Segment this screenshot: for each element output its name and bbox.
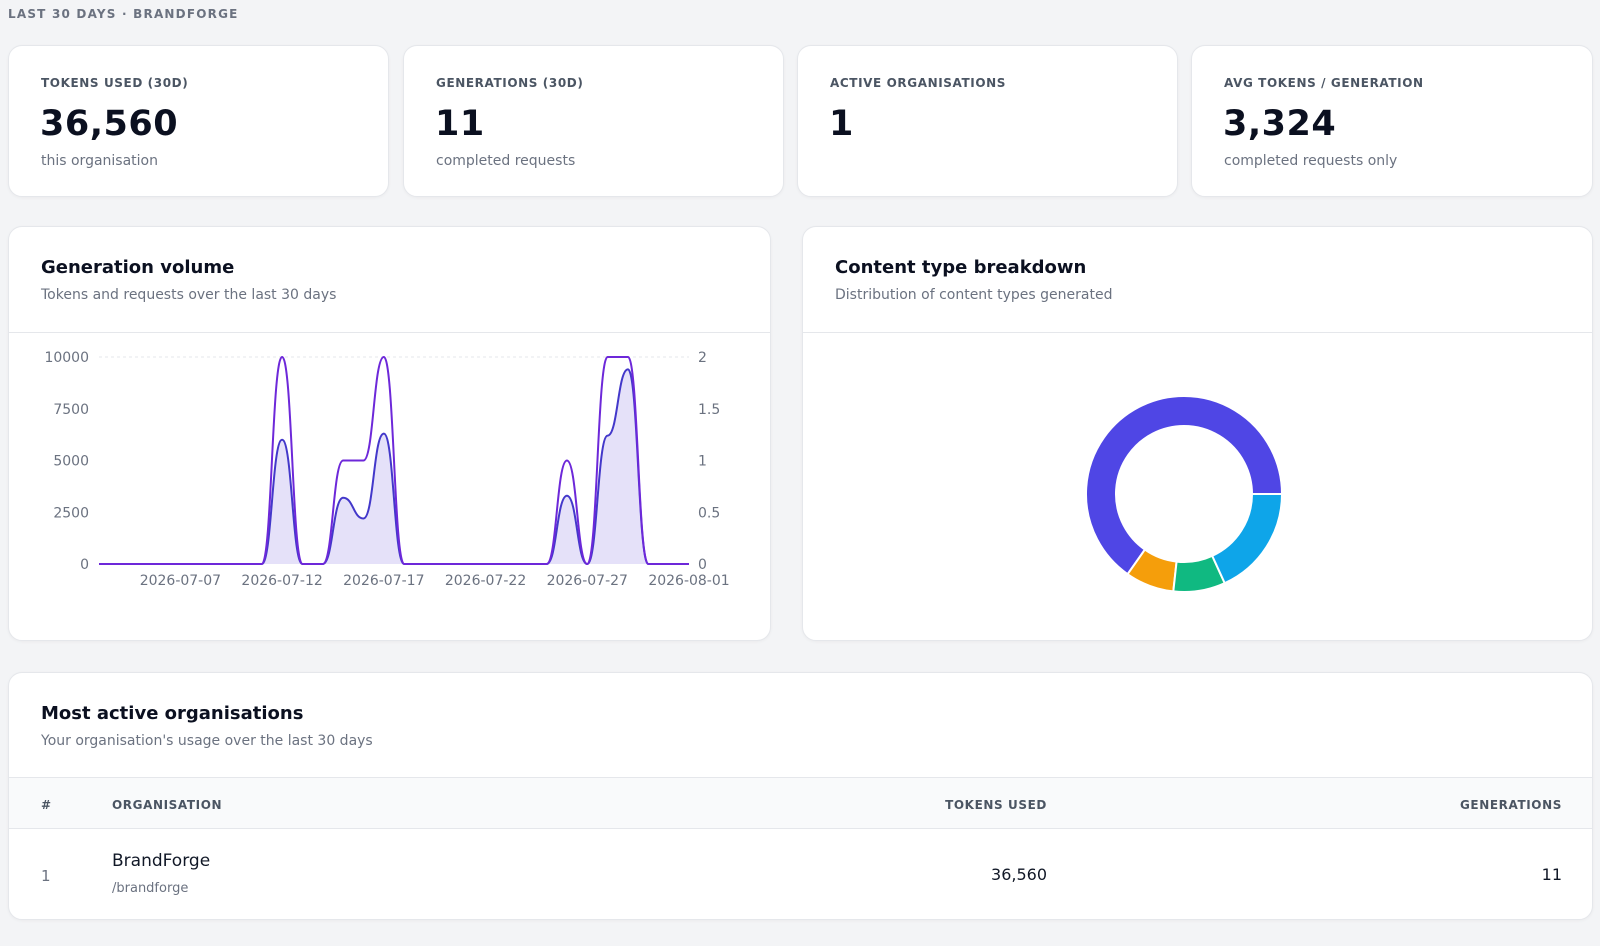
stat-value: 36,560 — [40, 104, 179, 144]
y-tick-right: 1 — [698, 454, 707, 470]
panel-subtitle: Your organisation's usage over the last … — [41, 733, 373, 749]
panel-title: Content type breakdown — [835, 257, 1087, 278]
stat-label: GENERATIONS (30D) — [436, 76, 584, 90]
row-generations: 11 — [1541, 865, 1562, 884]
org-name[interactable]: BrandForge — [112, 851, 211, 871]
stat-label: TOKENS USED (30D) — [41, 76, 189, 90]
generation-volume-chart[interactable]: 0 2500 5000 7500 10000 0 0.5 1 1.5 2 2026-07-07 202… — [9, 337, 772, 637]
x-tick: 2026-08-01 — [648, 573, 729, 589]
y-tick-right: 1.5 — [698, 402, 720, 418]
x-tick: 2026-07-07 — [140, 573, 221, 589]
divider — [9, 332, 770, 333]
x-tick: 2026-07-17 — [343, 573, 424, 589]
panel-title: Generation volume — [41, 257, 235, 278]
x-tick: 2026-07-12 — [241, 573, 322, 589]
stat-value: 3,324 — [1223, 104, 1337, 144]
divider — [803, 332, 1592, 333]
stat-label: AVG TOKENS / GENERATION — [1224, 76, 1424, 90]
y-tick-left: 2500 — [53, 505, 89, 521]
stat-value: 1 — [829, 104, 854, 144]
context-label: LAST 30 DAYS · BRANDFORGE — [8, 7, 239, 21]
content-breakdown-donut[interactable] — [803, 337, 1594, 637]
stat-sub: this organisation — [41, 153, 158, 169]
x-tick: 2026-07-22 — [445, 573, 526, 589]
content-breakdown-panel: Content type breakdown Distribution of c… — [802, 226, 1593, 641]
panel-subtitle: Distribution of content types generated — [835, 287, 1113, 303]
donut-slice — [1085, 395, 1284, 576]
column-organisation[interactable]: ORGANISATION — [112, 798, 223, 812]
stat-label: ACTIVE ORGANISATIONS — [830, 76, 1007, 90]
y-tick-right: 0 — [698, 557, 707, 573]
panel-subtitle: Tokens and requests over the last 30 day… — [41, 287, 337, 303]
donut-slice — [1210, 493, 1284, 585]
y-tick-right: 2 — [698, 350, 707, 366]
org-slug: /brandforge — [112, 881, 189, 896]
panel-title: Most active organisations — [41, 703, 304, 724]
y-tick-left: 7500 — [53, 402, 89, 418]
y-tick-right: 0.5 — [698, 505, 720, 521]
stat-value: 11 — [435, 104, 485, 144]
row-rank: 1 — [41, 867, 51, 885]
table-row[interactable]: 1 BrandForge /brandforge 36,560 11 — [9, 829, 1592, 919]
x-tick: 2026-07-27 — [547, 573, 628, 589]
series-area — [99, 369, 689, 564]
y-tick-left: 5000 — [53, 454, 89, 470]
y-tick-left: 10000 — [44, 350, 89, 366]
row-tokens-used: 36,560 — [991, 865, 1047, 884]
stat-card-tokens: TOKENS USED (30D) 36,560 this organisati… — [8, 45, 389, 197]
stat-card-active-orgs: ACTIVE ORGANISATIONS 1 — [797, 45, 1178, 197]
most-active-orgs-panel: Most active organisations Your organisat… — [8, 672, 1593, 920]
column-rank[interactable]: # — [41, 798, 52, 812]
stat-card-generations: GENERATIONS (30D) 11 completed requests — [403, 45, 784, 197]
table-header: # ORGANISATION TOKENS USED GENERATIONS — [9, 777, 1592, 829]
column-tokens-used[interactable]: TOKENS USED — [945, 798, 1047, 812]
y-tick-left: 0 — [80, 557, 89, 573]
stat-sub: completed requests only — [1224, 153, 1398, 169]
series-line-requests — [98, 355, 689, 566]
generation-volume-panel: Generation volume Tokens and requests ov… — [8, 226, 771, 641]
stat-card-avg-tokens: AVG TOKENS / GENERATION 3,324 completed … — [1191, 45, 1593, 197]
column-generations[interactable]: GENERATIONS — [1459, 798, 1562, 812]
stat-sub: completed requests — [436, 153, 576, 169]
